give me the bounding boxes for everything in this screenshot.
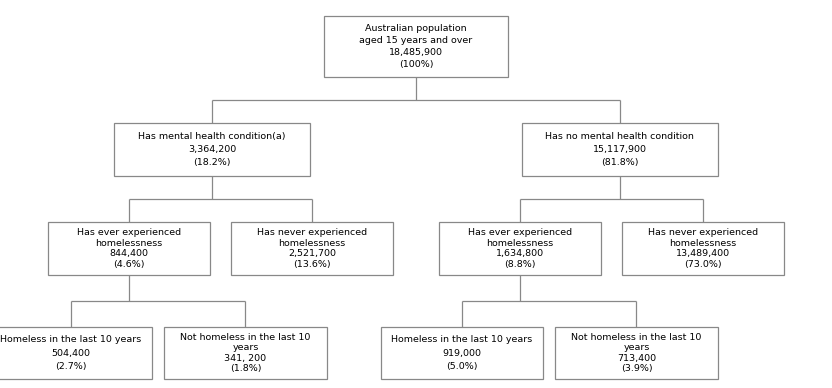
Text: homelessness: homelessness <box>279 239 345 248</box>
Text: (73.0%): (73.0%) <box>684 260 722 268</box>
Text: Homeless in the last 10 years: Homeless in the last 10 years <box>0 336 141 345</box>
FancyBboxPatch shape <box>230 222 394 275</box>
Text: Australian population: Australian population <box>365 24 467 33</box>
FancyBboxPatch shape <box>324 17 508 77</box>
Text: 15,117,900: 15,117,900 <box>593 145 646 154</box>
FancyBboxPatch shape <box>381 327 543 379</box>
Text: Not homeless in the last 10: Not homeless in the last 10 <box>572 333 701 342</box>
Text: (2.7%): (2.7%) <box>55 362 87 371</box>
FancyBboxPatch shape <box>439 222 601 275</box>
FancyBboxPatch shape <box>556 327 717 379</box>
Text: 2,521,700: 2,521,700 <box>288 249 336 258</box>
Text: 1,634,800: 1,634,800 <box>496 249 544 258</box>
Text: 919,000: 919,000 <box>443 348 481 358</box>
Text: homelessness: homelessness <box>487 239 553 248</box>
Text: Has no mental health condition: Has no mental health condition <box>546 132 694 141</box>
Text: (5.0%): (5.0%) <box>446 362 478 371</box>
FancyBboxPatch shape <box>522 123 717 175</box>
Text: homelessness: homelessness <box>96 239 162 248</box>
Text: (4.6%): (4.6%) <box>113 260 145 268</box>
Text: Has never experienced: Has never experienced <box>648 228 758 237</box>
Text: Has ever experienced: Has ever experienced <box>468 228 572 237</box>
Text: (3.9%): (3.9%) <box>621 364 652 373</box>
Text: 3,364,200: 3,364,200 <box>188 145 236 154</box>
Text: years: years <box>623 343 650 352</box>
Text: (8.8%): (8.8%) <box>504 260 536 268</box>
Text: Has ever experienced: Has ever experienced <box>77 228 181 237</box>
Text: Has mental health condition(a): Has mental health condition(a) <box>138 132 286 141</box>
Text: 844,400: 844,400 <box>110 249 148 258</box>
Text: Not homeless in the last 10: Not homeless in the last 10 <box>181 333 310 342</box>
Text: 504,400: 504,400 <box>52 348 90 358</box>
FancyBboxPatch shape <box>0 327 152 379</box>
Text: (13.6%): (13.6%) <box>293 260 331 268</box>
FancyBboxPatch shape <box>165 327 326 379</box>
FancyBboxPatch shape <box>622 222 784 275</box>
Text: years: years <box>232 343 259 352</box>
Text: Homeless in the last 10 years: Homeless in the last 10 years <box>391 336 532 345</box>
Text: aged 15 years and over: aged 15 years and over <box>359 36 473 45</box>
Text: (1.8%): (1.8%) <box>230 364 261 373</box>
Text: 18,485,900: 18,485,900 <box>389 48 443 57</box>
Text: 341, 200: 341, 200 <box>225 354 266 363</box>
Text: 713,400: 713,400 <box>617 354 656 363</box>
Text: (81.8%): (81.8%) <box>601 158 639 167</box>
FancyBboxPatch shape <box>115 123 310 175</box>
Text: (18.2%): (18.2%) <box>193 158 231 167</box>
Text: (100%): (100%) <box>399 60 433 69</box>
FancyBboxPatch shape <box>47 222 210 275</box>
Text: 13,489,400: 13,489,400 <box>676 249 730 258</box>
Text: homelessness: homelessness <box>670 239 736 248</box>
Text: Has never experienced: Has never experienced <box>257 228 367 237</box>
